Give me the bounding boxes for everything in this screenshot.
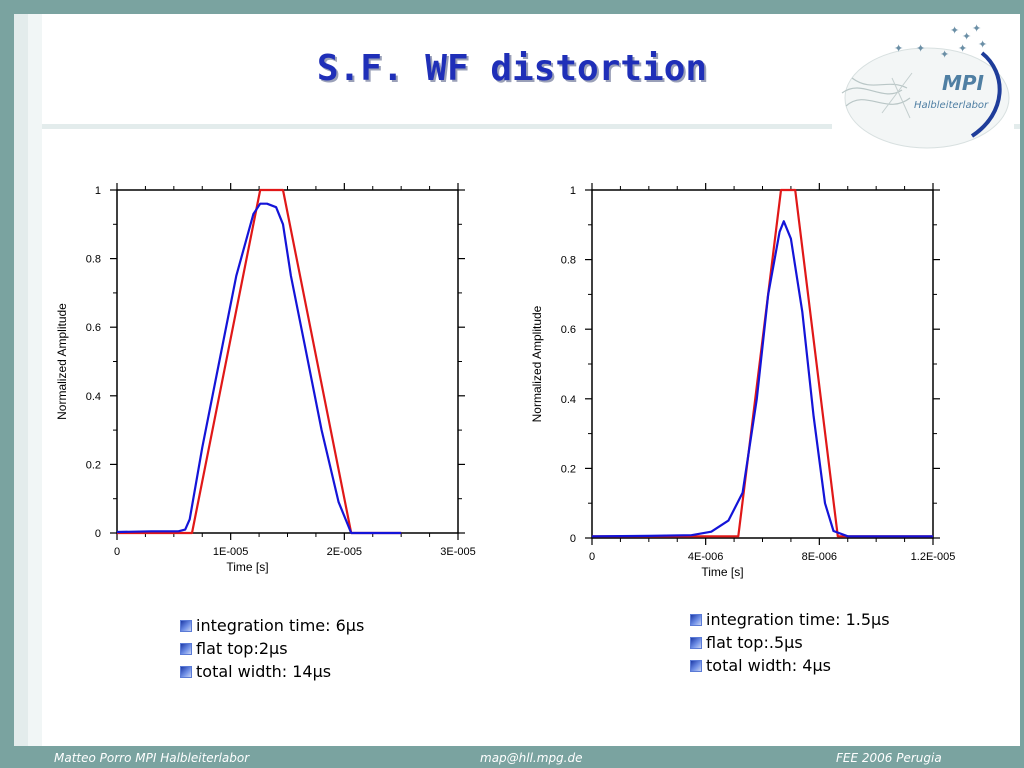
bullet-text: flat top:.5: [706, 633, 785, 652]
series-line-ideal: [592, 188, 933, 538]
bullet-icon: [180, 642, 192, 655]
bullet-item: flat top:2 μ s: [180, 637, 364, 660]
bullet-icon: [180, 619, 192, 632]
bullet-text: integration time: 6: [196, 616, 346, 635]
x-axis-label: Time [s]: [226, 560, 268, 574]
bullet-unit: s: [822, 656, 831, 675]
footer-email[interactable]: map@hll.mpg.de: [480, 751, 583, 765]
svg-text:✦: ✦: [958, 42, 967, 55]
bullet-unit: s: [279, 639, 288, 658]
logo-subtitle: Halbleiterlabor: [914, 100, 989, 111]
bullet-mu: μ: [269, 639, 280, 658]
logo-name: MPI: [942, 71, 985, 95]
series-line-ideal: [117, 188, 402, 535]
svg-text:✦: ✦: [978, 38, 987, 51]
x-tick-label: 1.2E-005: [911, 551, 956, 563]
mpi-halbleiterlabor-logo: ✦ ✦ ✦ ✦ ✦✦ ✦ ✦ MPI Halbleiterlabor: [832, 18, 1014, 154]
right-bullet-list: integration time: 1.5 μ s flat top:.5 μ s to…: [690, 608, 890, 677]
y-tick-label: 0.8: [561, 255, 576, 267]
bullet-unit: s: [881, 610, 890, 629]
x-tick-label: 1E-005: [213, 546, 248, 558]
svg-text:✦: ✦: [972, 22, 981, 35]
title-divider: [42, 124, 1020, 129]
x-tick-label: 3E-005: [440, 546, 475, 558]
bullet-text: total width: 4: [706, 656, 813, 675]
series-line-distorted: [591, 220, 933, 538]
bullet-item: integration time: 1.5 μ s: [690, 608, 890, 631]
y-tick-label: 0.6: [561, 324, 576, 336]
bullet-mu: μ: [784, 633, 795, 652]
svg-text:✦: ✦: [950, 24, 959, 37]
y-axis-label: Normalized Amplitude: [55, 303, 69, 420]
footer-bar: Matteo Porro MPI Halbleiterlabor map@hll…: [0, 746, 1024, 768]
x-tick-label: 4E-006: [688, 551, 723, 563]
bullet-mu: μ: [871, 610, 882, 629]
footer-event: FEE 2006 Perugia: [836, 751, 942, 765]
decorative-stripe: [28, 14, 42, 746]
bullet-icon: [690, 636, 702, 649]
y-tick-label: 0.2: [86, 459, 101, 471]
y-tick-label: 0: [95, 528, 101, 540]
decorative-stripe: [14, 14, 28, 746]
bullet-item: total width: 14 μ s: [180, 660, 364, 683]
y-tick-label: 0.6: [86, 322, 101, 334]
series-line-distorted: [116, 202, 402, 535]
bullet-text: integration time: 1.5: [706, 610, 872, 629]
bullet-icon: [180, 665, 192, 678]
bullet-icon: [690, 659, 702, 672]
bullet-icon: [690, 613, 702, 626]
bullet-mu: μ: [312, 662, 323, 681]
y-tick-label: 0.4: [86, 391, 101, 403]
y-tick-label: 0.4: [561, 394, 576, 406]
bullet-item: flat top:.5 μ s: [690, 631, 890, 654]
bullet-mu: μ: [812, 656, 823, 675]
x-tick-label: 8E-006: [802, 551, 837, 563]
plot-frame: [591, 189, 934, 539]
slide-title: S.F. WF distortion: [316, 48, 708, 89]
chart-1p5us-shaping: 0 4E-006 8E-006 1.2E-005 0 0.2 0.4 0.6 0.8 1 Time …: [530, 183, 956, 579]
x-tick-label: 0: [114, 546, 120, 558]
svg-text:✦: ✦: [940, 48, 949, 61]
y-axis-label: Normalized Amplitude: [530, 305, 544, 422]
bullet-unit: s: [355, 616, 365, 635]
x-tick-label: 0: [589, 551, 595, 563]
bullet-text: total width: 14: [196, 662, 313, 681]
bullet-mu: μ: [345, 616, 356, 635]
y-tick-label: 1: [95, 185, 101, 197]
y-tick-label: 0: [570, 533, 576, 545]
y-tick-label: 1: [570, 185, 576, 197]
plot-frame: [116, 189, 459, 534]
chart-6us-shaping: 0 1E-005 2E-005 3E-005 0 0.2 0.4 0.6 0.8 1 Time [s…: [55, 183, 476, 574]
svg-text:✦: ✦: [894, 42, 903, 55]
bullet-unit: s: [794, 633, 803, 652]
footer-author: Matteo Porro MPI Halbleiterlabor: [54, 751, 250, 765]
x-tick-label: 2E-005: [327, 546, 362, 558]
bullet-text: flat top:2: [196, 639, 270, 658]
y-tick-label: 0.2: [561, 463, 576, 475]
bullet-unit: s: [322, 662, 332, 681]
y-tick-label: 0.8: [86, 254, 101, 266]
svg-text:✦: ✦: [916, 42, 925, 55]
x-axis-label: Time [s]: [701, 565, 743, 579]
svg-text:✦: ✦: [962, 30, 971, 43]
